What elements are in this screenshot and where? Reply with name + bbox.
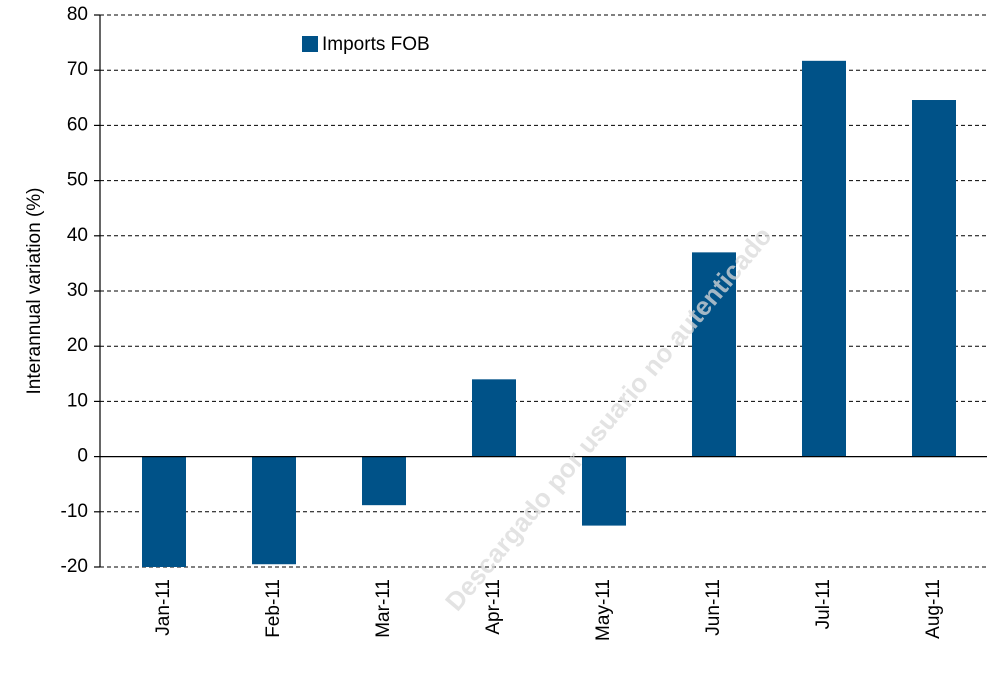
- bar: [582, 456, 626, 526]
- y-tick-label: 70: [67, 59, 88, 80]
- y-tick-label: -20: [61, 556, 88, 577]
- x-tick-label: Aug-11: [923, 579, 944, 639]
- x-tick-label: Jan-11: [153, 579, 174, 636]
- bar: [252, 456, 296, 565]
- y-tick-label: 30: [67, 280, 88, 301]
- x-tick-label: Feb-11: [263, 579, 284, 638]
- bar: [362, 456, 406, 506]
- bar: [912, 100, 956, 457]
- y-tick-label: 40: [67, 225, 88, 246]
- x-tick-label: Apr-11: [483, 579, 504, 635]
- y-axis-label: Interannual variation (%): [24, 188, 45, 395]
- y-tick-label: 80: [67, 4, 88, 25]
- y-tick-label: 10: [67, 390, 88, 411]
- y-tick-label: -10: [61, 501, 88, 522]
- bar: [802, 60, 846, 457]
- bar: [142, 456, 186, 567]
- legend-label: Imports FOB: [322, 34, 430, 55]
- y-tick-label: 20: [67, 335, 88, 356]
- x-tick-label: Mar-11: [373, 579, 394, 638]
- y-tick-label: 0: [77, 446, 88, 467]
- bar: [472, 379, 516, 457]
- bar: [692, 252, 736, 457]
- x-tick-label: May-11: [593, 579, 614, 641]
- legend-swatch: [302, 36, 318, 52]
- x-tick-label: Jul-11: [813, 579, 834, 629]
- y-tick-label: 60: [67, 114, 88, 135]
- y-tick-label: 50: [67, 170, 88, 191]
- x-tick-label: Jun-11: [703, 579, 724, 636]
